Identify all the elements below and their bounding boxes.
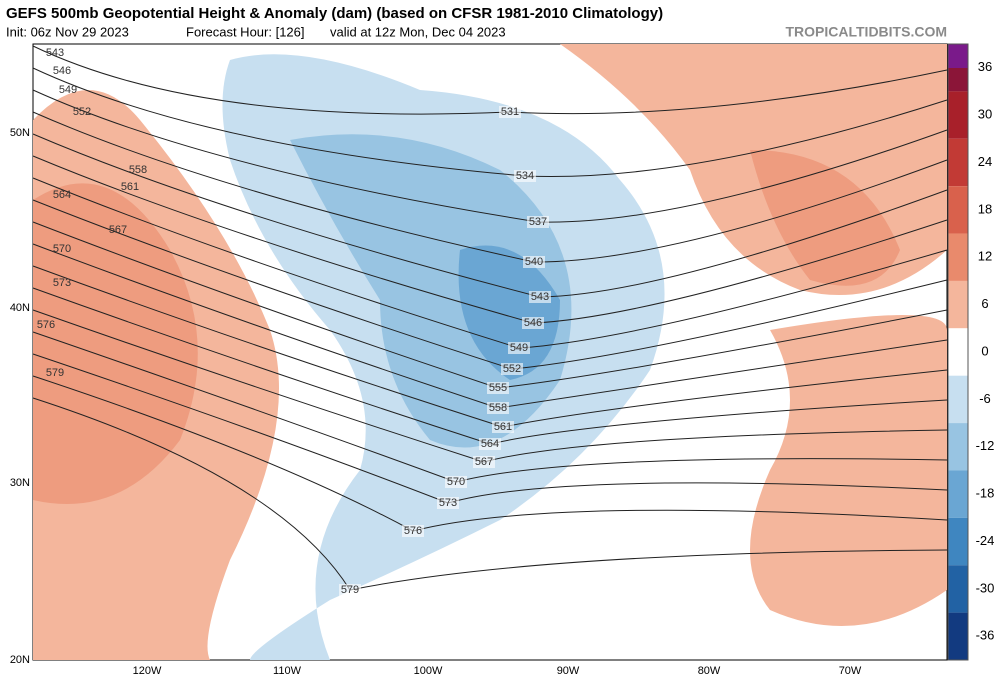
contour-label-bg	[445, 476, 467, 488]
contour-label-bg	[501, 363, 523, 375]
colorbar-tick-label: -18	[976, 486, 995, 501]
contour-label: 573	[439, 497, 457, 509]
colorbar-swatch	[948, 233, 968, 281]
init: Init: 06z Nov 29 2023	[6, 24, 129, 39]
lon-label: 70W	[839, 665, 862, 677]
colorbar-tick-label: 18	[978, 201, 992, 216]
lat-label: 30N	[10, 477, 30, 489]
colorbar-swatch	[948, 280, 968, 329]
colorbar-swatch	[948, 470, 968, 518]
colorbar-tick-label: -12	[976, 438, 995, 453]
lat-label: 20N	[10, 654, 30, 666]
colorbar-swatch	[948, 517, 968, 566]
contour-label: 573	[53, 277, 71, 289]
contour-label-bg	[402, 525, 424, 537]
contour-label: 558	[489, 402, 507, 414]
contour-label: 564	[481, 438, 499, 450]
contour-label-bg	[508, 342, 530, 354]
contour-line	[32, 133, 948, 298]
contour-label: 567	[109, 224, 127, 236]
contour-label: 552	[73, 106, 91, 118]
colorbar-swatch	[948, 375, 968, 424]
anomaly-warm-west-core	[33, 183, 198, 505]
colorbar-swatch	[948, 565, 968, 613]
valid: valid at 12z Mon, Dec 04 2023	[330, 24, 506, 39]
forecast-hour: Forecast Hour: [126]	[186, 24, 305, 39]
labels: 531 534 537 540 543 546 549 552 555 558 561 564 567 5…	[10, 43, 995, 677]
contour-line	[32, 397, 948, 591]
contour-label: 576	[404, 525, 422, 537]
contour-label: 555	[489, 382, 507, 394]
contour-label: 543	[531, 291, 549, 303]
contour-label: 576	[37, 319, 55, 331]
contour-label: 531	[501, 106, 519, 118]
colorbar-tick-label: -30	[976, 580, 995, 595]
colorbar-tick-label: -6	[979, 391, 991, 406]
contour-label: 564	[53, 189, 71, 201]
contour-label: 549	[59, 84, 77, 96]
contour-label: 570	[53, 243, 71, 255]
contour-label: 579	[46, 367, 64, 379]
contour-label: 552	[503, 363, 521, 375]
colorbar-swatch	[948, 91, 968, 139]
colorbar-tick-label: 12	[978, 249, 992, 264]
lon-label: 100W	[414, 665, 443, 677]
colorbar-tick-label: 6	[981, 296, 988, 311]
map-area	[32, 43, 948, 661]
colorbar-swatch	[948, 138, 968, 187]
contour-label: 537	[529, 216, 547, 228]
colorbar-tick-label: -24	[976, 533, 995, 548]
anomaly-warm-northeast-core	[750, 150, 900, 286]
contour-label: 579	[341, 584, 359, 596]
lon-label: 90W	[557, 665, 580, 677]
contour-label: 567	[475, 456, 493, 468]
contour-label-bg	[523, 256, 545, 268]
lon-label: 110W	[273, 665, 302, 677]
contour-label: 534	[516, 170, 534, 182]
contour-label: 558	[129, 164, 147, 176]
colorbar-tick-label: -36	[976, 628, 995, 643]
colorbar-swatch	[948, 186, 968, 234]
contour-label: 543	[46, 47, 64, 59]
contour-label: 561	[494, 421, 512, 433]
contour-label-bg	[339, 584, 361, 596]
contour-label: 540	[525, 256, 543, 268]
contour-label-bg	[487, 402, 509, 414]
contour-label-bg	[522, 317, 544, 329]
colorbar-cap	[948, 44, 968, 68]
colorbar-tick-label: 24	[978, 154, 992, 169]
colorbar-swatch	[948, 612, 968, 660]
colorbar-tick-label: 0	[981, 343, 988, 358]
contour-label-bg	[473, 456, 495, 468]
source: TROPICALTIDBITS.COM	[785, 24, 947, 40]
colorbar-frame	[947, 43, 969, 661]
colorbar-swatch	[948, 423, 968, 471]
contour-label-bg	[529, 291, 551, 303]
title: GEFS 500mb Geopotential Height & Anomaly…	[6, 5, 663, 22]
contour-label-bg	[487, 382, 509, 394]
contour-label-bg	[514, 170, 536, 182]
contour-label: 549	[510, 342, 528, 354]
contour-label-bg	[527, 216, 549, 228]
lon-label: 80W	[698, 665, 721, 677]
colorbar-tick-label: 30	[978, 107, 992, 122]
contour-label-bg	[479, 438, 501, 450]
contour-label-bg	[499, 106, 521, 118]
contour-label: 546	[53, 65, 71, 77]
lat-label: 50N	[10, 127, 30, 139]
colorbar-swatch	[948, 328, 968, 376]
anomaly-warm-atlantic	[750, 315, 947, 626]
colorbar-swatch	[948, 68, 968, 92]
colorbar-tick-label: 36	[978, 59, 992, 74]
contour-label-bg	[437, 497, 459, 509]
contour-label: 561	[121, 181, 139, 193]
contour-label: 570	[447, 476, 465, 488]
lon-label: 120W	[133, 665, 162, 677]
contour-label-bg	[492, 421, 514, 433]
lat-label: 40N	[10, 302, 30, 314]
contour-label: 546	[524, 317, 542, 329]
